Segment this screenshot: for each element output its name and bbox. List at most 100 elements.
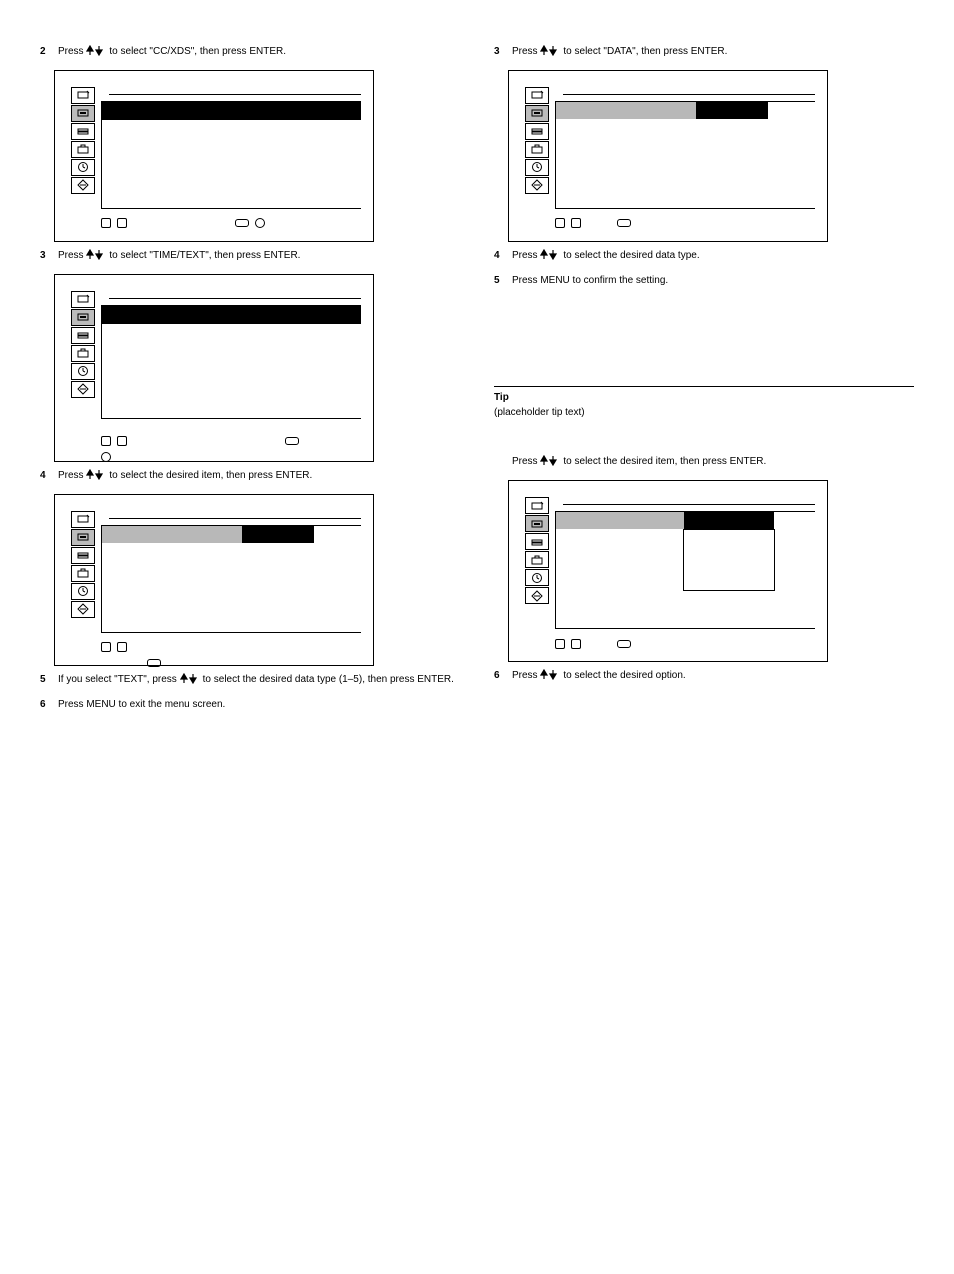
mini-icon [555, 639, 565, 649]
step-3-text: Press to select "TIME/TEXT", then press … [58, 248, 300, 264]
content-area [101, 525, 361, 633]
step-5-text: If you select "TEXT", press to select th… [58, 672, 454, 688]
step-6: 6 Press MENU to exit the menu screen. [40, 698, 460, 713]
step-2: 2 Press to select "CC/XDS", then press E… [40, 44, 460, 60]
r-step-mid-text: Press to select the desired item, then p… [512, 454, 766, 470]
sidebar [525, 87, 549, 195]
r-step-5-number: 5 [494, 274, 512, 289]
r-step-3-number: 3 [494, 45, 512, 60]
screenshot-2 [54, 274, 374, 462]
step-6-text: Press MENU to exit the menu screen. [58, 698, 225, 713]
black-segment [684, 512, 774, 529]
mini-icon [101, 452, 111, 462]
title-line [109, 83, 361, 95]
mini-icon [255, 218, 265, 228]
content-area [555, 101, 815, 209]
icon-diamond-icon [71, 381, 95, 398]
mini-icon [617, 640, 631, 648]
icon-cc-icon [525, 105, 549, 122]
icon-person-icon [71, 87, 95, 104]
sidebar [71, 291, 95, 399]
mini-icon [101, 218, 111, 228]
icon-diamond-icon [71, 601, 95, 618]
r-step-4-text: Press to select the desired data type. [512, 248, 700, 264]
left-column: 2 Press to select "CC/XDS", then press E… [40, 40, 460, 722]
mini-icon [117, 436, 127, 446]
black-segment [696, 102, 768, 119]
grey-segment [556, 512, 684, 529]
mini-icon [117, 218, 127, 228]
step-5: 5 If you select "TEXT", press to select … [40, 672, 460, 688]
r-step-5: 5 Press MENU to confirm the setting. [494, 274, 914, 289]
grey-segment [556, 102, 696, 119]
icon-clock-icon [71, 583, 95, 600]
icon-stack-icon [71, 547, 95, 564]
screenshot-r1 [508, 70, 828, 242]
step-3-number: 3 [40, 249, 58, 264]
icon-cc-icon [71, 529, 95, 546]
tip-text: (placeholder tip text) [494, 406, 914, 421]
step-4-text: Press to select the desired item, then p… [58, 468, 312, 484]
black-segment [242, 526, 314, 543]
icon-stack-icon [525, 533, 549, 550]
icon-briefcase-icon [525, 141, 549, 158]
popup-menu [683, 529, 775, 591]
step-3: 3 Press to select "TIME/TEXT", then pres… [40, 248, 460, 264]
content-area [101, 101, 361, 209]
step-2-number: 2 [40, 45, 58, 60]
screenshot-1 [54, 70, 374, 242]
icon-person-icon [71, 511, 95, 528]
step-6-number: 6 [40, 698, 58, 713]
up-down-arrows-icon [86, 249, 109, 261]
mini-icon [285, 437, 299, 445]
mini-icon [555, 218, 565, 228]
r-step-3-text: Press to select "DATA", then press ENTER… [512, 44, 727, 60]
title-line [563, 493, 815, 505]
highlighted-row [102, 102, 361, 120]
r-step-6-text: Press to select the desired option. [512, 668, 686, 684]
icon-person-icon [71, 291, 95, 308]
icon-stack-icon [71, 327, 95, 344]
icon-cc-icon [71, 105, 95, 122]
up-down-arrows-icon [86, 45, 109, 57]
right-column: 3 Press to select "DATA", then press ENT… [494, 40, 914, 722]
sidebar [525, 497, 549, 605]
columns: 2 Press to select "CC/XDS", then press E… [40, 40, 914, 722]
icon-briefcase-icon [71, 141, 95, 158]
mini-icon [101, 642, 111, 652]
footer-icons [101, 217, 361, 233]
mini-icon [571, 218, 581, 228]
tip-section: Tip (placeholder tip text) [494, 386, 914, 420]
icon-diamond-icon [71, 177, 95, 194]
up-down-arrows-icon [540, 455, 563, 467]
mini-icon [101, 436, 111, 446]
icon-stack-icon [71, 123, 95, 140]
mini-icon [117, 642, 127, 652]
icon-briefcase-icon [71, 345, 95, 362]
step-4: 4 Press to select the desired item, then… [40, 468, 460, 484]
icon-clock-icon [525, 159, 549, 176]
up-down-arrows-icon [540, 669, 563, 681]
screenshot-r2 [508, 480, 828, 662]
title-line [109, 507, 361, 519]
icon-briefcase-icon [525, 551, 549, 568]
r-step-6: 6 Press to select the desired option. [494, 668, 914, 684]
icon-cc-icon [71, 309, 95, 326]
tip-label: Tip [494, 391, 914, 406]
icon-person-icon [525, 87, 549, 104]
mini-icon [235, 219, 249, 227]
title-line [563, 83, 815, 95]
highlighted-row [102, 306, 361, 324]
icon-diamond-icon [525, 587, 549, 604]
icon-person-icon [525, 497, 549, 514]
up-down-arrows-icon [540, 45, 563, 57]
grey-segment [102, 526, 242, 543]
icon-stack-icon [525, 123, 549, 140]
screenshot-3 [54, 494, 374, 666]
icon-clock-icon [71, 363, 95, 380]
sidebar [71, 87, 95, 195]
content-area [101, 305, 361, 419]
icon-clock-icon [525, 569, 549, 586]
sidebar [71, 511, 95, 619]
icon-clock-icon [71, 159, 95, 176]
